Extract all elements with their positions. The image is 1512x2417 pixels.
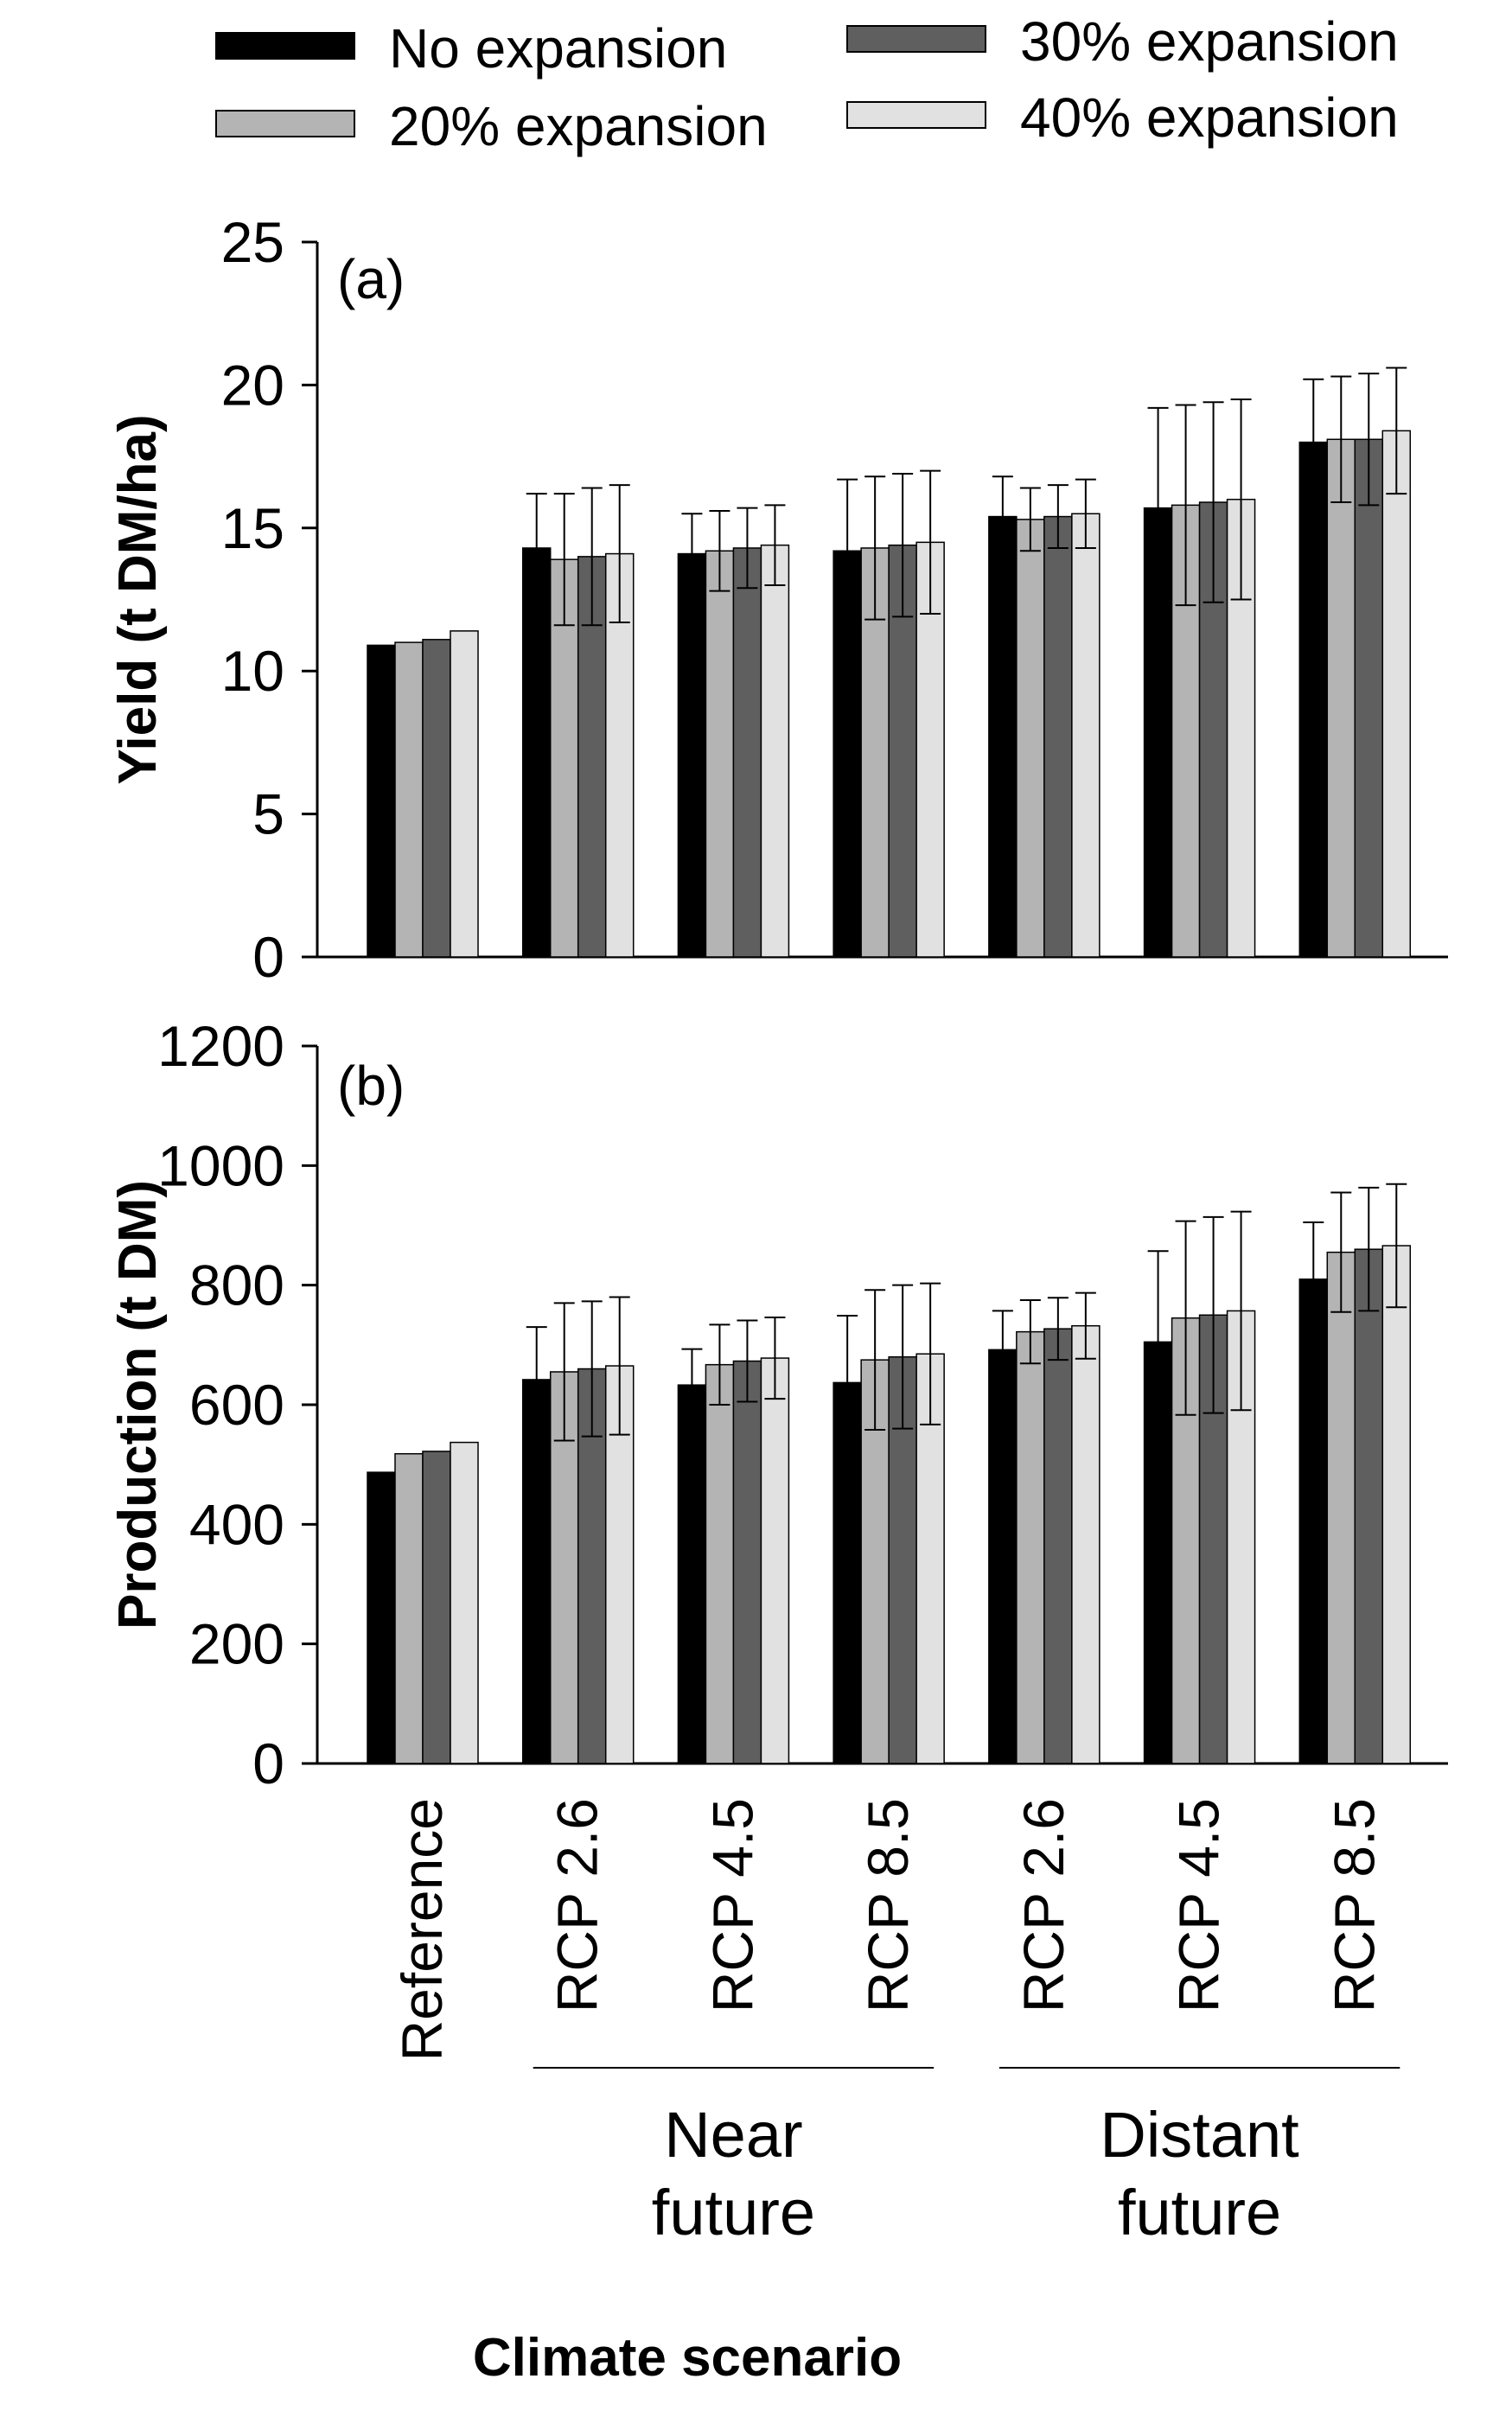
bar — [1071, 513, 1101, 958]
y-tick-label: 400 — [189, 1492, 284, 1556]
y-tick-label: 15 — [221, 496, 284, 560]
bar — [705, 1363, 735, 1764]
y-tick-label: 0 — [252, 1731, 284, 1795]
y-tick-label: 0 — [252, 925, 284, 989]
y-tick-label: 200 — [189, 1612, 284, 1676]
bar — [1326, 1251, 1356, 1764]
bar — [367, 644, 396, 958]
bar — [1381, 430, 1412, 958]
group-label: Distant — [1100, 2099, 1299, 2171]
legend: No expansion 20% expansion 30% expansion 40… — [215, 10, 1399, 157]
category-label: Reference — [390, 1798, 454, 2062]
bar — [422, 1451, 451, 1764]
bar — [367, 1471, 396, 1764]
bar — [1043, 1328, 1073, 1764]
legend-swatch — [215, 32, 355, 60]
bar — [677, 1384, 707, 1764]
production-panel: 0 200 400 600 800 1000 1200 (b) Production (t DM… — [108, 1014, 1448, 1795]
bar — [422, 639, 451, 958]
bar — [1043, 515, 1073, 958]
bar — [732, 547, 762, 958]
bar — [450, 1441, 479, 1764]
bar — [521, 1379, 552, 1764]
category-label: RCP 4.5 — [700, 1798, 764, 2012]
legend-swatch — [846, 25, 986, 53]
legend-swatch — [846, 101, 986, 129]
y-axis-title: Yield (t DM/ha) — [108, 414, 168, 784]
legend-swatch — [215, 110, 355, 137]
bar — [705, 550, 735, 958]
y-tick-label: 10 — [221, 639, 284, 703]
y-tick-label: 1000 — [157, 1133, 284, 1197]
yield-panel: 0 5 10 15 20 25 (a) Yield (t DM/ha) — [108, 210, 1448, 989]
bar — [1381, 1245, 1412, 1764]
bar — [1016, 519, 1045, 958]
group-label: future — [1118, 2177, 1281, 2248]
panel-label: (a) — [337, 248, 405, 310]
category-label: RCP 2.6 — [1011, 1798, 1075, 2012]
y-tick-label: 25 — [221, 210, 284, 274]
bar — [732, 1360, 762, 1764]
legend-label: 40% expansion — [1020, 86, 1399, 149]
y-tick-label: 1200 — [157, 1014, 284, 1078]
legend-label: No expansion — [389, 17, 727, 80]
bar — [1071, 1324, 1101, 1764]
y-tick-label: 600 — [189, 1373, 284, 1437]
bar — [1354, 438, 1384, 958]
legend-label: 20% expansion — [389, 95, 768, 157]
bar — [677, 552, 707, 958]
category-label: RCP 4.5 — [1167, 1798, 1231, 2012]
x-axis-title: Climate scenario — [473, 2328, 902, 2388]
bar — [521, 547, 552, 958]
bar — [1354, 1248, 1384, 1764]
panel-label: (b) — [337, 1055, 405, 1117]
y-axis-title: Production (t DM) — [108, 1180, 168, 1629]
group-label: future — [652, 2177, 815, 2248]
bar — [394, 1452, 424, 1764]
bar — [1298, 1279, 1329, 1764]
group-label: Near — [664, 2099, 802, 2171]
bar — [1016, 1330, 1045, 1764]
bar — [1326, 438, 1356, 958]
category-label: RCP 8.5 — [1322, 1798, 1386, 2012]
bar — [1298, 441, 1329, 958]
bar — [988, 1349, 1018, 1764]
bar — [760, 544, 790, 958]
x-axis-category-labels: Reference RCP 2.6 RCP 4.5 RCP 8.5 RCP 2.6 RCP… — [390, 1798, 1400, 2248]
y-tick-label: 20 — [221, 353, 284, 417]
bar — [760, 1357, 790, 1764]
legend-label: 30% expansion — [1020, 10, 1399, 73]
y-tick-label: 5 — [252, 782, 284, 846]
y-tick-label: 800 — [189, 1253, 284, 1317]
bar — [988, 515, 1018, 958]
bar — [394, 641, 424, 958]
bar — [450, 630, 479, 958]
category-label: RCP 2.6 — [545, 1798, 609, 2012]
category-label: RCP 8.5 — [856, 1798, 920, 2012]
